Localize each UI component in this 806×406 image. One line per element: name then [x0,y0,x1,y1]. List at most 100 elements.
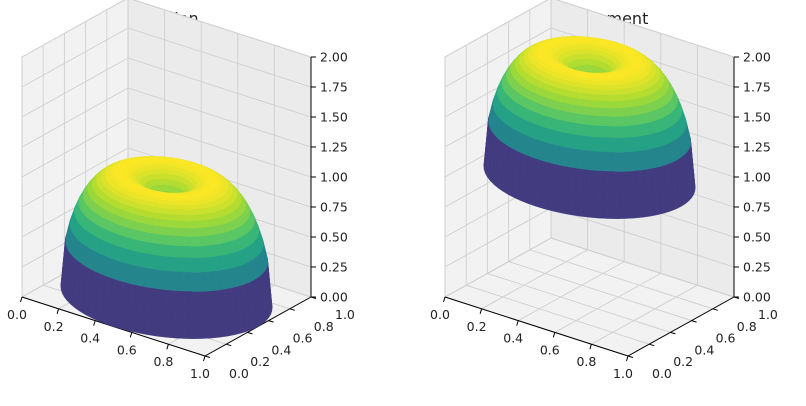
surface-patch [589,49,593,55]
gridline [517,261,625,321]
surface-patch [566,111,576,124]
surface-patch [581,114,590,126]
surface-patch [615,171,626,219]
x-tick-label: 0.8 [153,354,173,369]
surface-patch [176,201,183,206]
gridline [591,284,698,345]
surface [60,156,273,339]
surface-patch [582,99,590,108]
x-axis-line [444,296,629,357]
x-tick-mark [516,320,519,326]
x-tick-label: 1.0 [613,366,633,381]
surface-patch [174,257,184,273]
surface-patch [552,164,564,214]
z-tick-label: 1.00 [320,170,348,185]
surface-patch [595,100,604,109]
surface-patch [142,241,152,255]
surface-patch [182,271,193,292]
surface-patch [594,89,602,96]
surface-patch [113,168,120,171]
y-tick-mark [691,320,697,323]
surface-patch [601,94,610,102]
surface-patch [157,255,167,272]
surface-patch [596,125,606,139]
surface-patch [567,103,576,114]
x-tick-mark [129,332,133,338]
y-tick-label: 0.0 [652,366,672,381]
gridline [21,27,129,88]
gridline [21,87,129,148]
surface-patch [599,85,607,91]
z-tick-label: 2.00 [320,50,348,65]
x-tick-mark [552,332,556,338]
surface-patch [597,137,607,153]
tick-labels: 0.00.20.40.60.81.0 0.00.20.40.60.81.00.00… [430,50,778,382]
surface-patch [159,219,167,228]
surface-patch [166,179,169,186]
gridline [444,27,552,88]
surface-patch [150,242,159,256]
y-tick-label: 0.4 [271,342,291,357]
solution-plot: Solution 0.00.20.40.60.81.00.00.20.40.60… [7,0,355,381]
y-tick-label: 1.0 [758,307,778,322]
surface-patch [583,88,590,95]
surface-patch [166,173,170,180]
y-tick-mark [670,331,676,335]
surface-patch [589,115,598,127]
y-tick-label: 1.0 [335,307,355,322]
surface-patch [156,288,167,338]
surface-patch [187,236,197,247]
surface-patch [166,220,174,229]
x-tick-mark [20,296,23,303]
x-tick-mark [93,320,96,326]
surface-patch [173,235,182,247]
surface-patch [611,126,622,139]
surface-patch [581,124,590,137]
surface-patch [573,122,582,136]
surface-patch [166,169,170,175]
surface-patch [589,169,599,219]
y-tick-mark [289,308,295,311]
surface-patch [487,131,495,182]
surface-patch [594,81,601,86]
surface-patch [171,204,179,210]
surface-patch [166,227,174,237]
surface-patch [589,80,596,86]
surface-patch [179,228,189,237]
surface-patch [575,98,584,107]
surface-patch [192,291,203,339]
y-tick-mark [712,308,718,311]
gridline [550,237,735,298]
surface-patch [191,271,202,292]
surface-patch [166,244,175,258]
gridline [127,27,312,88]
gridline [21,57,129,118]
surface-patch [159,213,167,221]
y-tick-label: 0.2 [673,354,693,369]
z-tick-label: 0.25 [320,260,348,275]
surface-patch [582,93,590,101]
surface-patch [576,92,584,100]
z-tick-label: 0.50 [320,230,348,245]
surface-patch [613,137,623,153]
surface-patch [166,204,173,210]
x-tick-mark [56,308,60,314]
surface-patch [190,257,200,273]
surface-patch [152,218,161,227]
surface-patch [572,134,582,151]
y-tick-label: 0.2 [250,354,270,369]
surface-patch [166,289,176,339]
surface-patch [157,269,167,291]
surface-patch [609,108,619,117]
surface-patch [623,170,635,219]
surface-patch [589,150,599,172]
surface-patch [181,246,191,259]
z-tick-label: 1.50 [743,110,771,125]
y-tick-mark [649,343,655,347]
x-tick-mark [479,308,483,314]
tick-labels: 0.00.20.40.60.81.0 0.00.20.40.60.81.00.00… [7,50,355,382]
x-tick-mark [443,296,446,303]
surface-patch [170,198,177,202]
surface-patch [64,251,72,302]
gridline [508,261,692,322]
